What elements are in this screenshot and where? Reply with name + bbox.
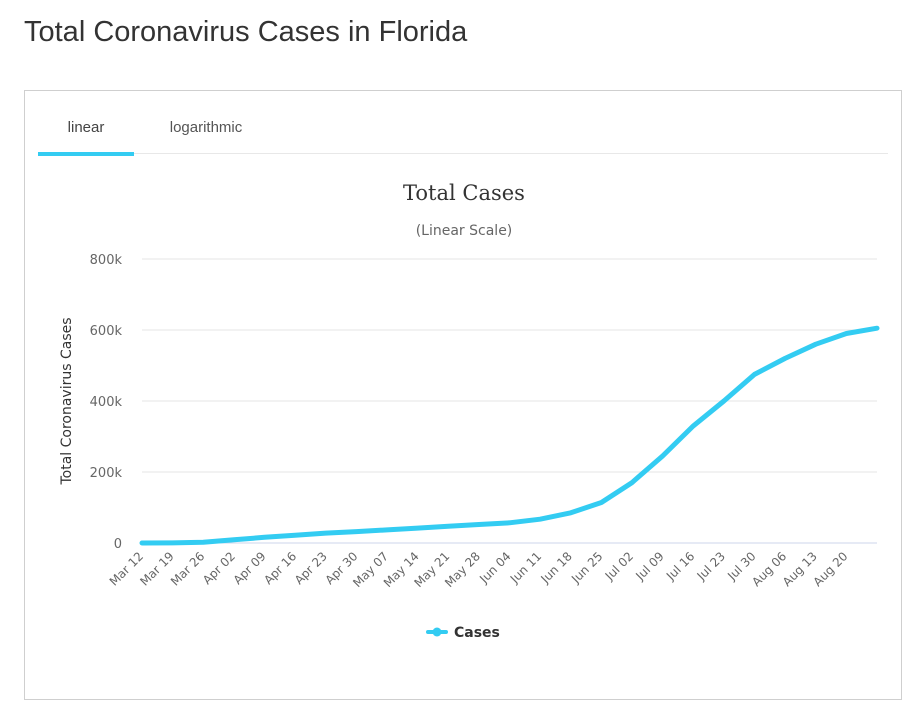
page-title: Total Coronavirus Cases in Florida (24, 16, 468, 48)
series-lines (139, 325, 880, 546)
x-tick-label: Jun 11 (507, 549, 544, 586)
chart-title: Total Cases (403, 181, 525, 205)
x-tick-label: Aug 20 (811, 549, 851, 589)
x-tick-label: Jun 18 (538, 549, 575, 586)
active-tab-indicator (38, 152, 134, 156)
x-tick-label: Jun 25 (568, 549, 605, 586)
scale-tabs: linear logarithmic (38, 111, 888, 156)
series-line-cases[interactable] (139, 325, 880, 546)
x-tick-label: Apr 02 (200, 549, 238, 587)
chart-subtitle: (Linear Scale) (416, 223, 513, 239)
x-tick-label: Jul 16 (663, 549, 697, 583)
gridlines (142, 258, 877, 544)
x-tick-label: Apr 09 (231, 549, 269, 587)
tab-linear-label: linear (67, 119, 105, 136)
y-tick-label: 600k (90, 324, 123, 339)
x-tick-label: Jul 02 (602, 549, 636, 583)
tab-logarithmic[interactable]: logarithmic (158, 119, 254, 153)
y-tick-labels: 0 200k 400k 600k 800k (90, 253, 123, 552)
x-tick-label: Apr 23 (292, 549, 330, 587)
y-tick-label: 200k (90, 466, 123, 481)
x-tick-label: Jul 09 (632, 549, 666, 583)
x-tick-label: Mar 26 (168, 549, 207, 588)
y-tick-label: 800k (90, 253, 123, 268)
x-tick-label: Jun 04 (476, 549, 513, 586)
tab-logarithmic-label: logarithmic (169, 119, 243, 136)
legend-marker (432, 627, 442, 637)
chart-panel: linear logarithmic (24, 90, 902, 700)
y-tick-label: 0 (114, 537, 122, 552)
legend[interactable]: Cases (426, 625, 500, 641)
tab-linear[interactable]: linear (38, 119, 134, 156)
y-axis-label: Total Coronavirus Cases (59, 317, 75, 485)
legend-label-cases: Cases (454, 625, 500, 641)
x-tick-label: Apr 16 (261, 549, 299, 587)
x-tick-label: Jul 23 (694, 549, 728, 583)
y-tick-label: 400k (90, 395, 123, 410)
